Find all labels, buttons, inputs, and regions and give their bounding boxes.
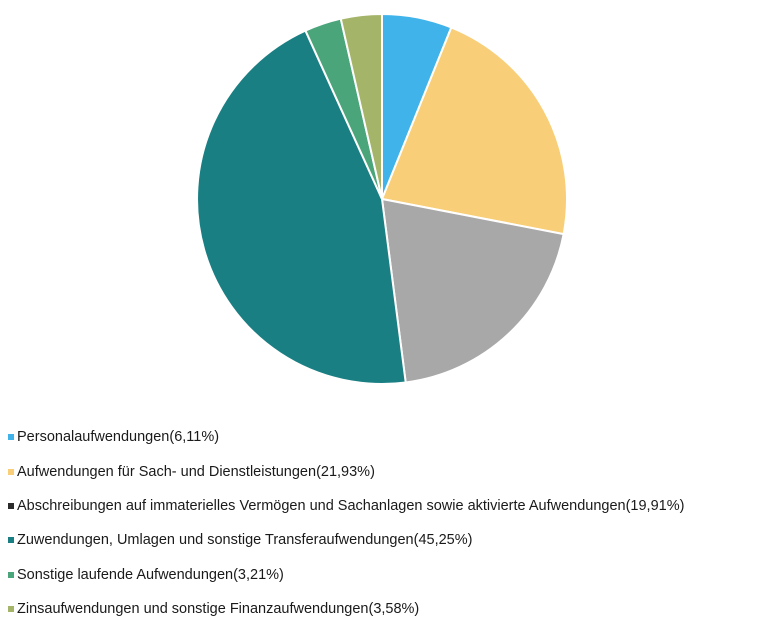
legend-label: Sonstige laufende Aufwendungen: [17, 566, 234, 583]
legend-percent: (19,91%): [625, 497, 685, 514]
legend-label: Zuwendungen, Umlagen und sonstige Transf…: [17, 532, 414, 549]
legend-item: Zinsaufwendungen und sonstige Finanzaufw…: [8, 592, 765, 626]
legend-percent: (21,93%): [316, 463, 375, 480]
pie-slice-6: [339, 12, 383, 200]
legend-percent: (3,21%): [233, 566, 284, 583]
legend-percent: (6,11%): [169, 429, 220, 446]
legend-swatch: [8, 434, 14, 441]
legend-label: Zinsaufwendungen und sonstige Finanzaufw…: [17, 601, 369, 618]
pie-chart: [196, 12, 568, 385]
pie-svg: [196, 12, 568, 385]
legend-item: Zuwendungen, Umlagen und sonstige Transf…: [8, 523, 765, 557]
pie-slice-2: [380, 26, 568, 236]
legend-label: Abschreibungen auf immaterielles Vermöge…: [17, 497, 626, 514]
legend-label: Aufwendungen für Sach- und Dienstleistun…: [17, 463, 317, 480]
legend-item: Abschreibungen auf immaterielles Vermöge…: [8, 489, 765, 523]
pie-slice-3: [380, 197, 565, 384]
chart-legend: Personalaufwendungen (6,11%) Aufwendungen…: [8, 420, 765, 626]
legend-swatch: [8, 571, 14, 578]
legend-item: Sonstige laufende Aufwendungen (3,21%): [8, 558, 765, 592]
legend-swatch: [8, 537, 14, 544]
legend-item: Personalaufwendungen (6,11%): [8, 420, 765, 454]
pie-slice-4: [196, 29, 407, 385]
legend-swatch: [8, 468, 14, 475]
legend-swatch: [8, 502, 14, 509]
legend-swatch: [8, 606, 14, 613]
legend-item: Aufwendungen für Sach- und Dienstleistun…: [8, 454, 765, 488]
legend-percent: (3,58%): [368, 601, 420, 618]
legend-percent: (45,25%): [413, 532, 473, 549]
legend-label: Personalaufwendungen: [17, 429, 170, 446]
